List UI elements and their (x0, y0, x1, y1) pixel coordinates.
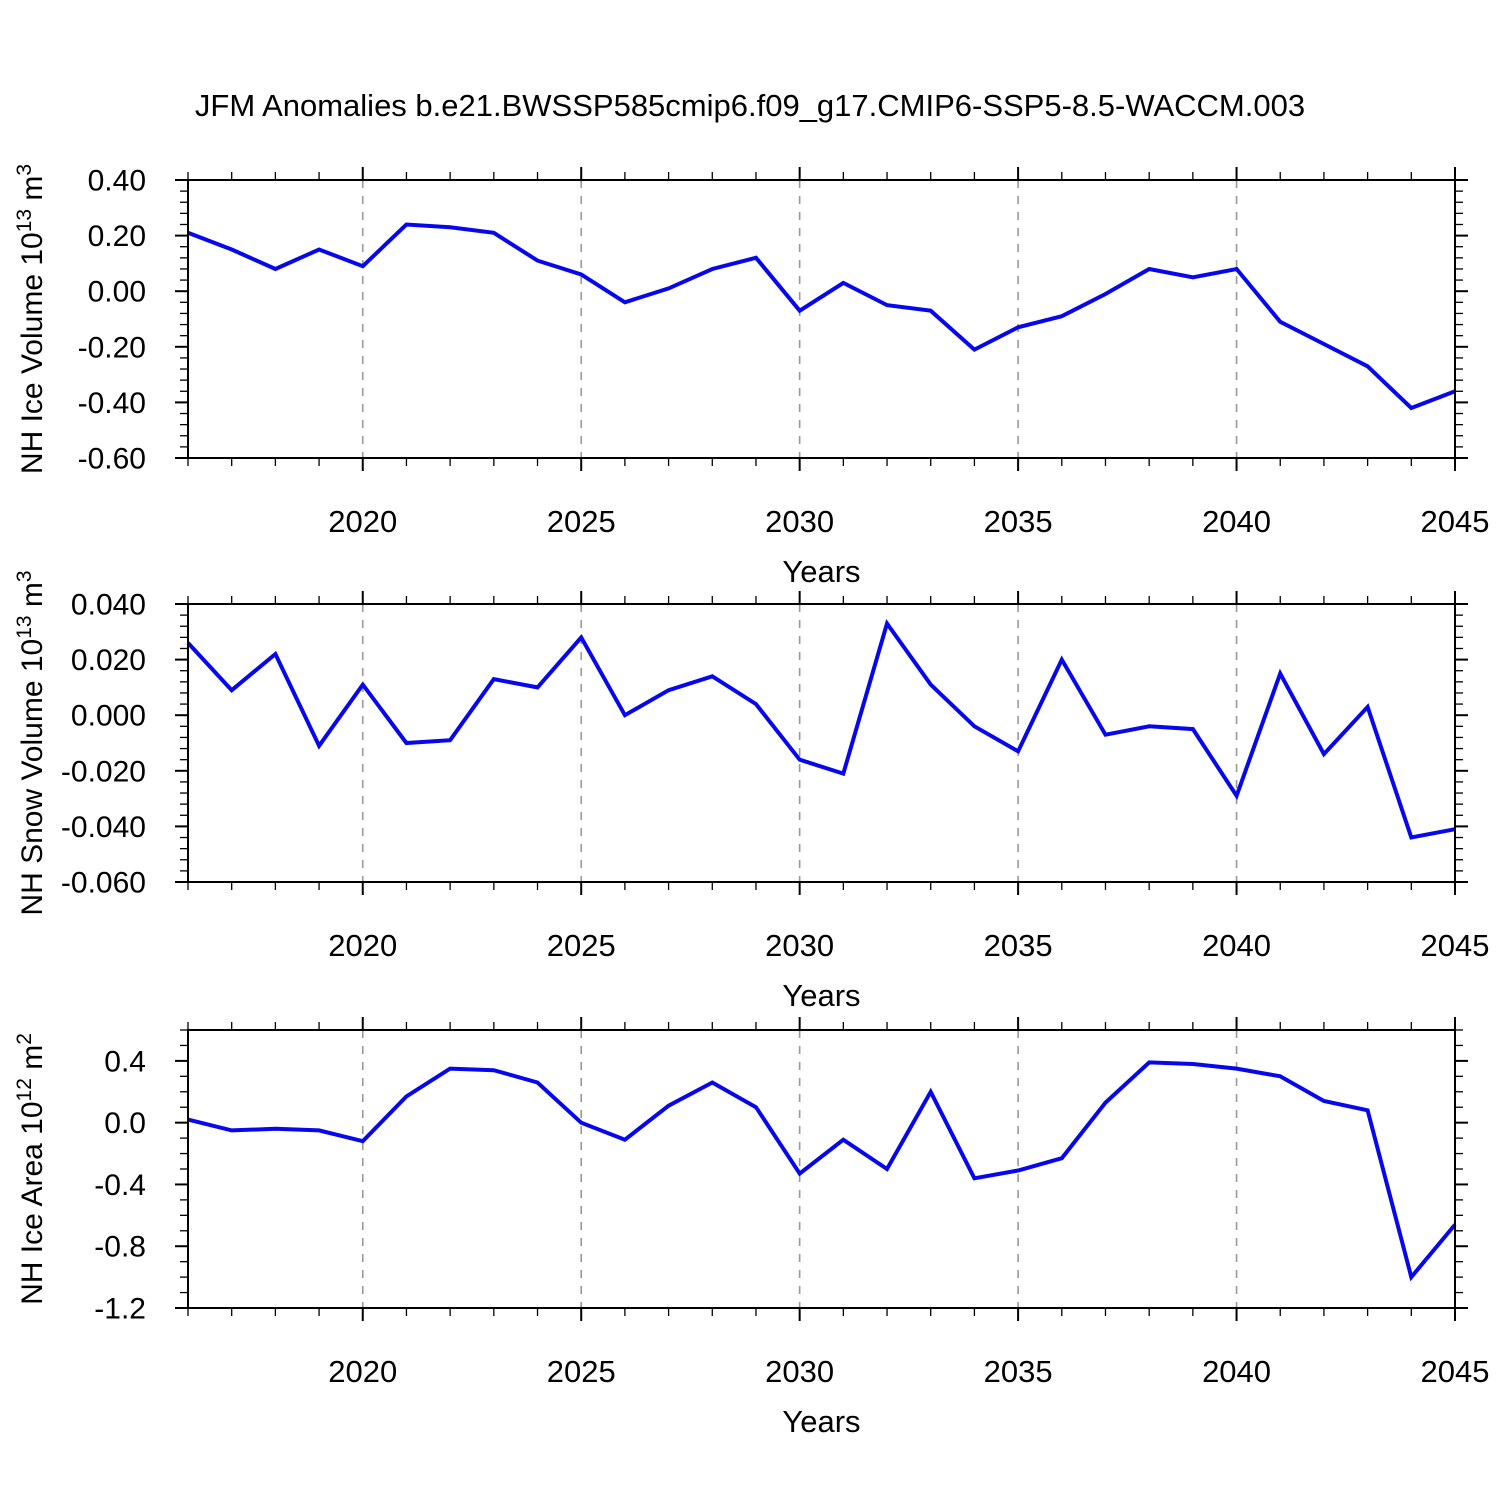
y-tick-label: 0.000 (71, 700, 146, 733)
y-tick-label: 0.20 (88, 220, 146, 253)
y-tick-label: 0.40 (88, 165, 146, 198)
chart-title: JFM Anomalies b.e21.BWSSP585cmip6.f09_g1… (194, 88, 1306, 123)
x-tick-label: 2025 (547, 1354, 616, 1389)
y-tick-label: -0.060 (61, 867, 146, 900)
nh-snow-volume-panel: 0.040 0.020 0.000 -0.020 -0.040 -0.060 2020 202… (13, 570, 1489, 1013)
x-tick-label: 2030 (765, 928, 834, 963)
x-tick-label: 2025 (547, 928, 616, 963)
nh-ice-area-panel-series-line (187, 1060, 1457, 1282)
y-tick-label: -0.60 (78, 443, 146, 476)
y-tick-label: -1.2 (94, 1293, 146, 1326)
x-tick-label: 2040 (1202, 504, 1271, 539)
x-axis-title: Years (782, 1404, 860, 1439)
x-axis-title: Years (782, 554, 860, 589)
y-tick-label: -0.8 (94, 1231, 146, 1264)
x-tick-label: 2045 (1421, 504, 1490, 539)
x-tick-label: 2020 (328, 928, 397, 963)
nh-snow-volume-panel-series-line (186, 618, 1456, 840)
y-tick-label: 0.0 (104, 1107, 146, 1140)
x-tick-label: 2020 (328, 1354, 397, 1389)
y-axis-title: NH Ice Volume 1013 m3 (13, 164, 49, 474)
plot-frame (187, 1029, 1456, 1309)
x-tick-label: 2025 (547, 504, 616, 539)
x-tick-label: 2040 (1202, 928, 1271, 963)
y-tick-label: -0.020 (61, 755, 146, 788)
x-tick-label: 2035 (984, 504, 1053, 539)
y-tick-label: -0.40 (78, 387, 146, 420)
plot-frame (187, 603, 1456, 883)
plot-frame (187, 179, 1456, 459)
x-tick-label: 2045 (1421, 928, 1490, 963)
y-axis-title: NH Snow Volume 1013 m3 (13, 570, 49, 915)
x-axis-title: Years (782, 978, 860, 1013)
nh-ice-volume-panel: 0.40 0.20 0.00 -0.20 -0.40 -0.60 2020 2025 2030 2… (13, 164, 1489, 589)
y-tick-label: 0.00 (88, 276, 146, 309)
y-tick-label: -0.20 (78, 331, 146, 364)
y-tick-label: 0.040 (71, 589, 146, 622)
y-axis-title: NH Ice Area 1012 m2 (13, 1033, 49, 1305)
x-tick-label: 2020 (328, 504, 397, 539)
nh-ice-area-panel: 0.4 0.0 -0.4 -0.8 -1.2 2020 2025 2030 2035 2040 20… (13, 1017, 1489, 1439)
x-tick-label: 2030 (765, 504, 834, 539)
x-tick-label: 2040 (1202, 1354, 1271, 1389)
x-tick-label: 2045 (1421, 1354, 1490, 1389)
x-tick-label: 2035 (984, 928, 1053, 963)
y-tick-label: 0.020 (71, 644, 146, 677)
y-tick-label: -0.4 (94, 1169, 146, 1202)
y-tick-label: -0.040 (61, 811, 146, 844)
y-tick-label: 0.4 (104, 1045, 146, 1078)
nh-ice-volume-panel-series-line (187, 222, 1456, 411)
x-tick-label: 2030 (765, 1354, 834, 1389)
x-tick-label: 2035 (984, 1354, 1053, 1389)
